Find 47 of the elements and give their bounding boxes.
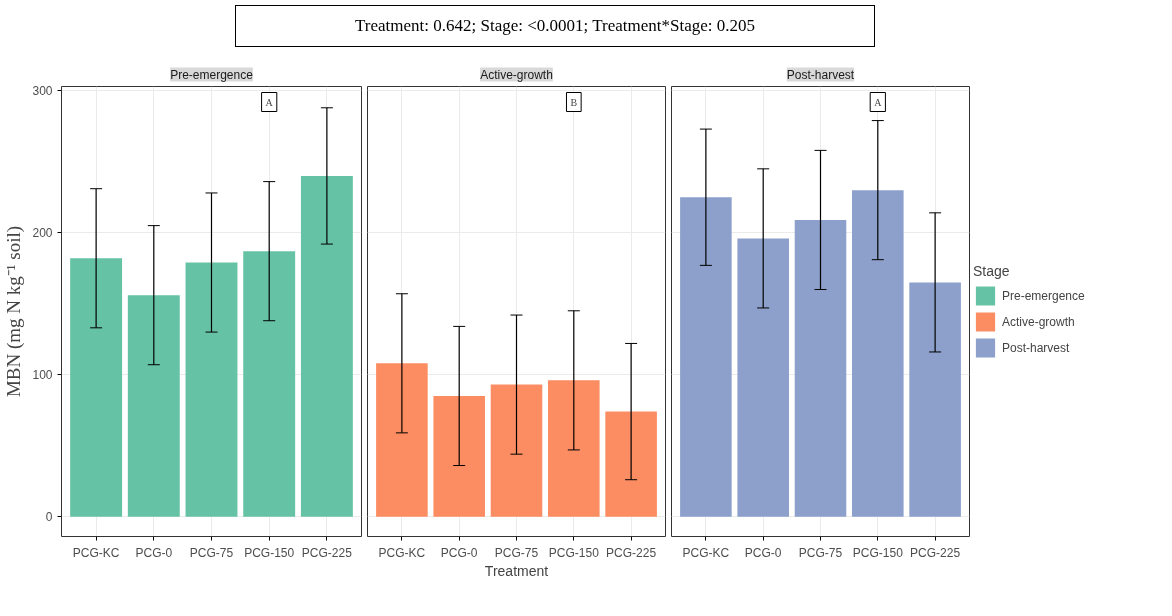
x-tick-label: PCG-75 xyxy=(494,545,539,560)
annotation: A xyxy=(265,96,274,108)
bar xyxy=(909,282,961,517)
chart-title: Post-harvest xyxy=(786,67,855,82)
bar xyxy=(376,363,428,517)
x-tick-label: PCG-150 xyxy=(244,545,295,560)
x-tick-label: PCG-225 xyxy=(301,545,353,560)
bar xyxy=(548,380,600,517)
y-tick-label: 300 xyxy=(32,84,53,99)
bar xyxy=(300,175,353,517)
legend-label: Pre-emergence xyxy=(1002,288,1085,303)
x-tick-label: PCG-225 xyxy=(910,545,961,560)
x-tick-label: PCG-150 xyxy=(548,545,600,560)
chart-title: Pre-emergence xyxy=(170,67,254,82)
y-tick-label: 0 xyxy=(45,510,53,525)
y-tick-label: 200 xyxy=(32,226,53,241)
bar xyxy=(605,411,657,517)
bar xyxy=(852,190,904,517)
bar xyxy=(490,384,543,517)
bar xyxy=(127,295,180,517)
bar xyxy=(243,251,296,517)
annotation: B xyxy=(570,96,578,108)
y-axis-title: MBN (mg N kg⁻¹ soil) xyxy=(3,225,26,398)
x-tick-label: PCG-KC xyxy=(682,545,730,560)
x-tick-label: PCG-KC xyxy=(378,545,426,560)
y-tick-label: 100 xyxy=(32,368,53,383)
bar xyxy=(737,238,789,517)
legend-title: Stage xyxy=(973,262,1011,279)
bar xyxy=(680,197,732,517)
bar xyxy=(794,219,847,517)
chart-subtitle: Treatment: 0.642; Stage: <0.0001; Treatment*Stage: 0.205 xyxy=(235,5,875,48)
x-tick-label: PCG-KC xyxy=(72,545,120,560)
chart-title: Active-growth xyxy=(480,67,553,82)
bar xyxy=(185,262,238,517)
x-tick-label: PCG-0 xyxy=(744,545,782,560)
x-tick-label: PCG-75 xyxy=(189,545,234,560)
x-tick-label: PCG-75 xyxy=(798,545,843,560)
x-axis-title: Treatment xyxy=(484,562,549,579)
x-tick-label: PCG-0 xyxy=(440,545,478,560)
bar xyxy=(433,395,485,517)
legend-label: Post-harvest xyxy=(1002,340,1070,355)
x-tick-label: PCG-0 xyxy=(135,545,173,560)
bar xyxy=(70,258,123,517)
legend-label: Active-growth xyxy=(1002,314,1075,329)
x-tick-label: PCG-150 xyxy=(852,545,904,560)
annotation: A xyxy=(874,96,883,108)
x-tick-label: PCG-225 xyxy=(606,545,657,560)
